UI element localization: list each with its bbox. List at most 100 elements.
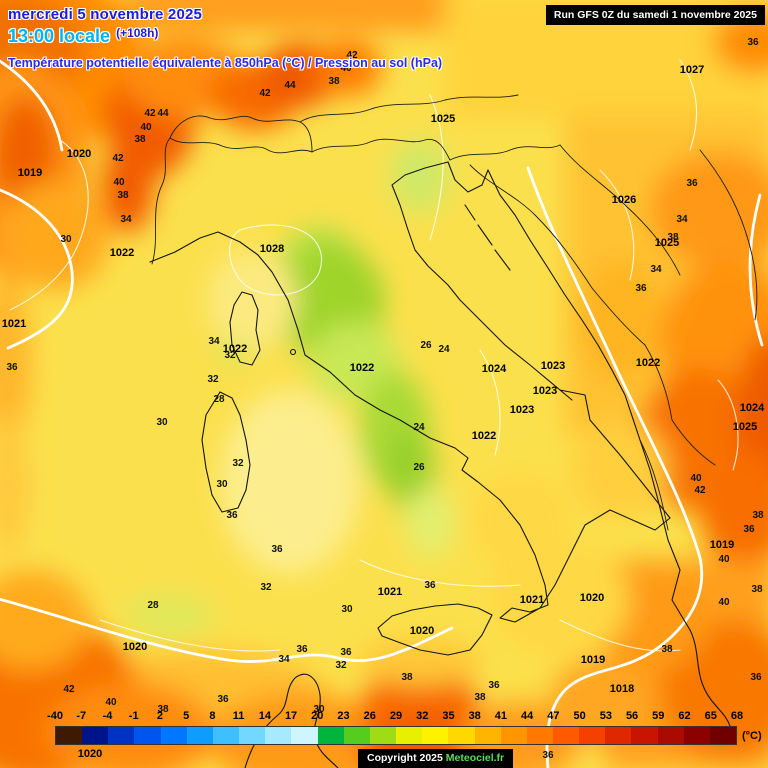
temperature-label: 40 [340,63,352,74]
pressure-label: 1022 [110,247,134,259]
scale-tick: 35 [442,710,455,722]
coastlines [149,161,731,768]
pressure-label: 1020 [78,748,102,760]
pressure-label: 1022 [223,343,247,355]
temperature-label: 40 [690,473,702,484]
scale-color-cell [239,727,266,744]
pressure-label: 1020 [67,148,91,160]
scale-color-cell [448,727,475,744]
temperature-label: 38 [401,672,413,683]
scale-color-cell [56,727,83,744]
scale-tick: 53 [599,710,612,722]
map-value-labels: 1027 1025 1020 1019 1026 1022 1028 1025 1021 1022… [2,37,765,761]
temperature-label: 36 [271,544,283,555]
pressure-label: 1022 [636,357,660,369]
temperature-label: 42 [112,153,124,164]
pressure-label: 1021 [2,318,26,330]
pressure-label: 1021 [378,586,402,598]
pressure-label: 1025 [733,421,757,433]
scale-tick: 20 [311,710,324,722]
scale-tick: 68 [730,710,744,722]
scale-tick: -40 [47,710,63,722]
temperature-label: 30 [341,604,353,615]
isobar-contours-thick [0,59,764,768]
temperature-label: 24 [413,422,425,433]
scale-tick: 8 [209,710,216,722]
temperature-label: 26 [420,340,432,351]
scale-color-cell [134,727,161,744]
scale-tick: 32 [416,710,429,722]
pressure-label: 1025 [655,237,679,249]
scale-tick: 14 [258,710,271,722]
pressure-label: 1019 [18,167,42,179]
copyright-link[interactable]: Meteociel.fr [445,752,505,764]
scale-color-cell [291,727,318,744]
temperature-label: 38 [667,232,679,243]
pressure-label: 1024 [740,402,765,414]
temperature-label: 30 [60,234,72,245]
pressure-label: 1020 [580,592,604,604]
temperature-label: 26 [413,462,425,473]
scale-unit-label: (°C) [742,730,762,742]
temperature-label: 42 [144,108,156,119]
scale-tick: 11 [232,710,245,722]
scale-color-cell [82,727,109,744]
temperature-label: 34 [278,654,290,665]
scale-tick: 17 [284,710,298,722]
temperature-label: 40 [140,122,152,133]
temperature-label: 38 [661,644,673,655]
pressure-label: 1024 [482,363,507,375]
temperature-label: 32 [232,458,244,469]
pressure-label: 1023 [533,385,557,397]
scale-tick: 26 [363,710,376,722]
isobar-contours-thin [9,59,739,652]
temperature-label: 44 [284,80,296,91]
temperature-label: 38 [474,692,486,703]
pressure-label: 1028 [260,243,284,255]
temperature-label: 36 [424,580,436,591]
scale-color-cell [265,727,292,744]
copyright-box: Copyright 2025 Meteociel.fr [358,749,514,768]
temperature-label: 36 [217,694,229,705]
temperature-label: 42 [694,485,706,496]
scale-tick: 59 [652,710,665,722]
scale-color-cell [108,727,135,744]
temperature-label: 42 [259,88,271,99]
pressure-label: 1018 [610,683,634,695]
pressure-label: 1020 [123,641,147,653]
scale-tick: 29 [389,710,403,722]
temperature-label: 36 [743,524,755,535]
scale-tick: 44 [521,710,534,722]
temperature-label: 24 [438,344,450,355]
temperature-label: 38 [157,704,169,715]
scale-tick: 50 [573,710,586,722]
scale-color-cell [160,727,187,744]
temperature-label: 34 [650,264,662,275]
scale-color-cell [212,727,240,744]
temperature-label: 34 [208,336,220,347]
scale-tick: 5 [183,710,190,722]
pressure-label: 1026 [612,194,636,206]
scale-tick: -7 [76,710,87,722]
scale-color-cell [422,727,449,744]
scale-color-cell [657,727,684,744]
temperature-label: 38 [328,76,340,87]
copyright-text: Copyright 2025 [367,752,446,764]
scale-color-cell [343,727,370,744]
scale-tick: 65 [704,710,717,722]
pressure-label: 1020 [410,625,434,637]
temperature-label: 36 [6,362,18,373]
temperature-label: 36 [747,37,759,48]
scale-color-cell [500,727,527,744]
scale-color-cell [474,727,501,744]
scale-color-cell [552,727,580,744]
temperature-label: 36 [635,283,647,294]
scale-color-cell [683,727,710,744]
temperature-label: 40 [718,597,730,608]
color-scale-ticks: -40 -7 -4 -1 2 5 8 11 14 17 20 23 26 29 32 35 38 41 44 47 50… [47,710,743,723]
pressure-label: 1022 [472,430,496,442]
pressure-label: 1027 [680,64,704,76]
temperature-label: 36 [686,178,698,189]
